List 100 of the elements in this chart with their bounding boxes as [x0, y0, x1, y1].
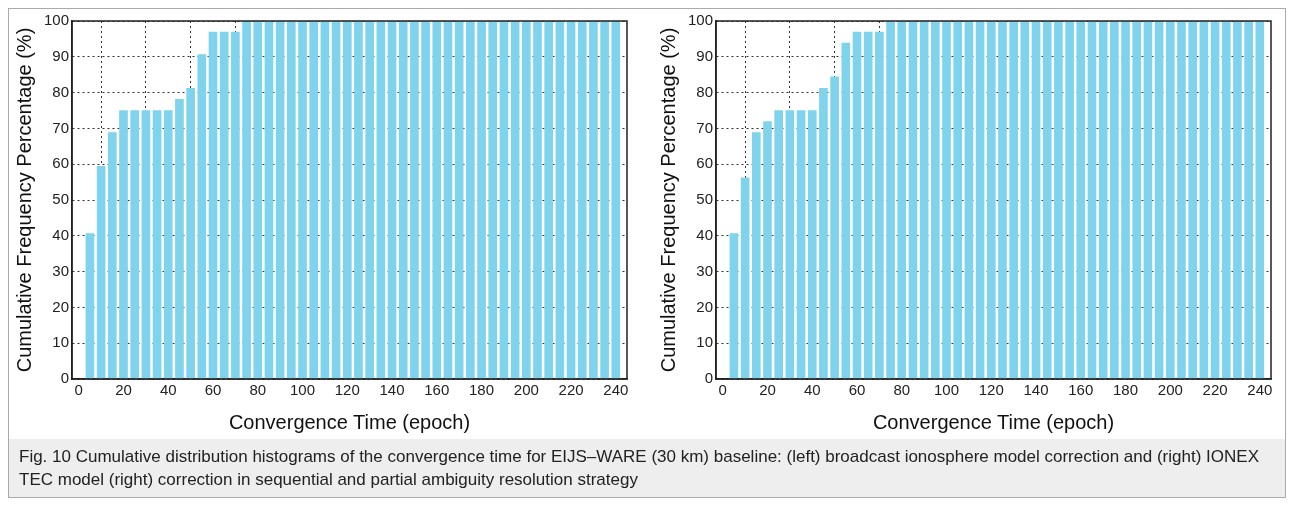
bar — [488, 21, 498, 379]
bar — [1233, 21, 1242, 379]
bar — [1087, 21, 1097, 379]
caption: Fig. 10 Cumulative distribution histograms of the convergence time for EIJS–WARE (30 km) baseline: (left) broadcast ionosphere model correction and (right) IONEX TEC model (right) correction in sequential and partial ambiguity resolution strategy — [9, 439, 1285, 497]
bar — [242, 21, 251, 379]
bar — [107, 132, 117, 379]
bar — [1020, 21, 1030, 379]
bar — [600, 21, 609, 379]
x-tick-label: 160 — [1068, 381, 1094, 399]
bar — [852, 31, 862, 379]
x-tick-label: 160 — [424, 381, 450, 399]
bar — [387, 21, 397, 379]
bar — [841, 42, 851, 379]
bar — [275, 21, 285, 379]
bar — [919, 21, 929, 379]
bar — [163, 110, 173, 379]
bar — [1154, 21, 1164, 379]
bar — [365, 21, 374, 379]
y-tick-label: 100 — [688, 11, 714, 29]
bar — [964, 21, 974, 379]
bar — [1132, 21, 1142, 379]
bar — [421, 21, 430, 379]
y-tick-label: 10 — [52, 333, 70, 351]
bar — [287, 21, 296, 379]
bar — [454, 21, 464, 379]
bar — [1110, 21, 1119, 379]
bar — [466, 21, 475, 379]
x-tick-label: 200 — [513, 381, 539, 399]
y-tick-label: 70 — [52, 118, 70, 136]
bar — [1177, 21, 1186, 379]
bar — [253, 21, 263, 379]
bar — [231, 31, 240, 379]
x-tick-label: 20 — [759, 381, 776, 399]
bar — [807, 110, 817, 379]
bar — [931, 21, 940, 379]
bar — [119, 110, 128, 379]
bar — [1098, 21, 1108, 379]
x-tick-label: 60 — [204, 381, 222, 399]
bar — [197, 54, 207, 379]
bar — [1221, 21, 1231, 379]
bar — [264, 21, 274, 379]
x-tick-label: 60 — [848, 381, 866, 399]
bar — [796, 110, 806, 379]
x-tick-label: 40 — [803, 381, 821, 399]
bar — [219, 31, 229, 379]
bar — [1255, 21, 1265, 379]
bar — [376, 21, 386, 379]
bar — [331, 21, 341, 379]
y-tick-label: 50 — [696, 190, 714, 208]
bar — [432, 21, 442, 379]
bar — [186, 87, 195, 379]
bar — [1210, 21, 1220, 379]
y-tick-label: 40 — [52, 225, 70, 243]
x-tick-label: 220 — [1202, 381, 1228, 399]
bar — [986, 21, 996, 379]
bar — [354, 21, 363, 379]
y-tick-label: 90 — [696, 46, 714, 64]
bar — [863, 31, 873, 379]
x-tick-label: 140 — [1023, 381, 1049, 399]
bar — [611, 21, 621, 379]
bar — [443, 21, 453, 379]
bar — [577, 21, 587, 379]
bar — [942, 21, 951, 379]
x-tick-label: 20 — [115, 381, 132, 399]
bar — [908, 21, 918, 379]
x-tick-label: 140 — [379, 381, 405, 399]
y-tick-label: 10 — [696, 333, 714, 351]
bar — [309, 21, 319, 379]
x-tick-label: 100 — [934, 381, 960, 399]
bar — [975, 21, 985, 379]
bar — [763, 121, 772, 379]
bar — [342, 21, 352, 379]
y-tick-label: 100 — [44, 11, 70, 29]
x-tick-label: 120 — [334, 381, 360, 399]
bar — [398, 21, 408, 379]
bar — [410, 21, 419, 379]
y-tick-label: 30 — [52, 261, 70, 279]
bar — [521, 21, 531, 379]
y-tick-label: 50 — [52, 190, 70, 208]
bar — [298, 21, 307, 379]
bar — [85, 233, 95, 379]
bar — [477, 21, 486, 379]
bar — [499, 21, 509, 379]
y-tick-label: 90 — [52, 46, 70, 64]
bar — [785, 110, 795, 379]
bar — [774, 110, 784, 379]
bar — [533, 21, 542, 379]
bar — [1188, 21, 1198, 379]
y-tick-label: 20 — [696, 297, 714, 315]
x-tick-label: 240 — [1247, 381, 1273, 399]
bar — [998, 21, 1007, 379]
bar — [886, 21, 895, 379]
bar — [320, 21, 330, 379]
bar — [1121, 21, 1130, 379]
y-tick-label: 0 — [704, 369, 714, 387]
x-tick-label: 80 — [893, 381, 911, 399]
bar — [141, 110, 151, 379]
x-tick-label: 180 — [1113, 381, 1139, 399]
bar — [1143, 21, 1153, 379]
bar — [1031, 21, 1041, 379]
